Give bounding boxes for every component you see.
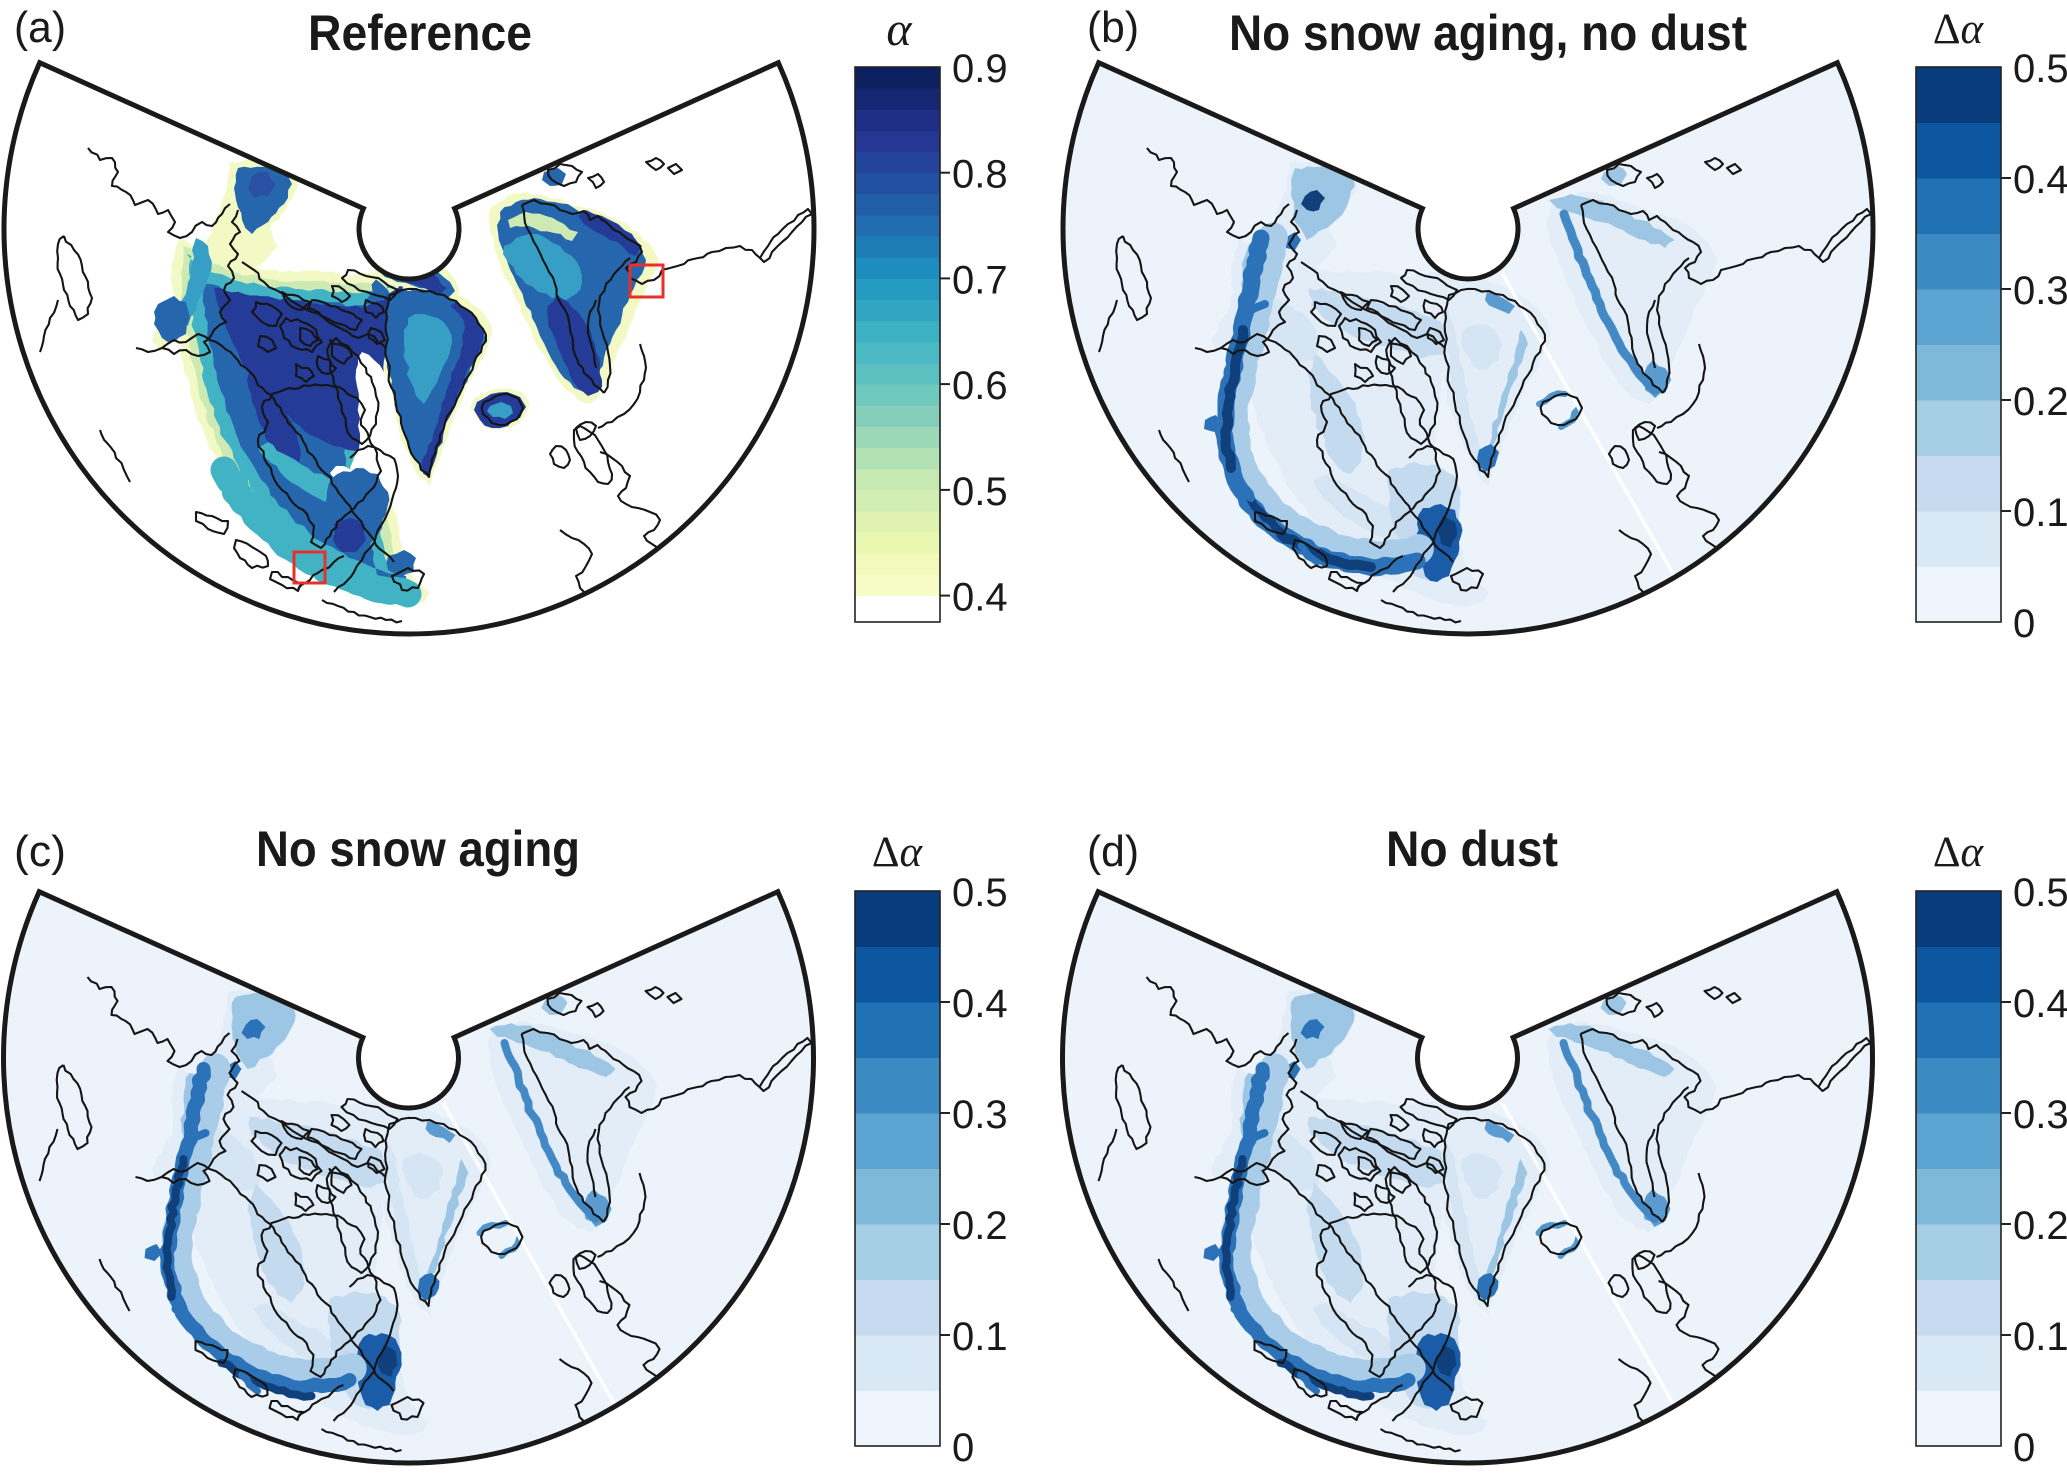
svg-text:0.4: 0.4 [952, 982, 1008, 1026]
svg-text:0.4: 0.4 [952, 576, 1008, 620]
svg-text:(a): (a) [14, 3, 66, 52]
svg-text:0.3: 0.3 [2013, 269, 2067, 313]
svg-text:Δα: Δα [1933, 829, 1985, 876]
svg-text:0.8: 0.8 [952, 153, 1008, 197]
svg-text:α: α [886, 3, 912, 56]
svg-text:No snow aging, no dust: No snow aging, no dust [1229, 5, 1747, 61]
svg-text:Δα: Δα [872, 829, 924, 876]
svg-text:0.5: 0.5 [2013, 871, 2067, 915]
svg-text:0.2: 0.2 [2013, 380, 2067, 424]
svg-text:0: 0 [952, 1426, 974, 1470]
svg-text:0.3: 0.3 [952, 1093, 1008, 1137]
svg-text:0.4: 0.4 [2013, 158, 2067, 202]
svg-text:0: 0 [2013, 1426, 2035, 1470]
svg-text:(c): (c) [14, 827, 66, 876]
svg-text:0.2: 0.2 [2013, 1204, 2067, 1248]
svg-text:0: 0 [2013, 602, 2035, 646]
svg-text:(d): (d) [1087, 827, 1139, 876]
svg-text:0.1: 0.1 [952, 1315, 1008, 1359]
svg-text:0.7: 0.7 [952, 258, 1008, 302]
svg-text:No snow aging: No snow aging [256, 821, 580, 877]
svg-text:(b): (b) [1087, 3, 1139, 52]
svg-text:0.5: 0.5 [2013, 47, 2067, 91]
svg-text:0.3: 0.3 [2013, 1093, 2067, 1137]
svg-text:0.2: 0.2 [952, 1204, 1008, 1248]
svg-text:0.5: 0.5 [952, 871, 1008, 915]
svg-text:0.9: 0.9 [952, 47, 1008, 91]
svg-text:0.1: 0.1 [2013, 1315, 2067, 1359]
svg-text:0.5: 0.5 [952, 470, 1008, 514]
svg-text:0.4: 0.4 [2013, 982, 2067, 1026]
svg-text:No dust: No dust [1386, 821, 1558, 877]
svg-text:Δα: Δα [1933, 6, 1985, 53]
svg-text:Reference: Reference [308, 5, 532, 61]
svg-text:0.6: 0.6 [952, 364, 1008, 408]
svg-text:0.1: 0.1 [2013, 491, 2067, 535]
